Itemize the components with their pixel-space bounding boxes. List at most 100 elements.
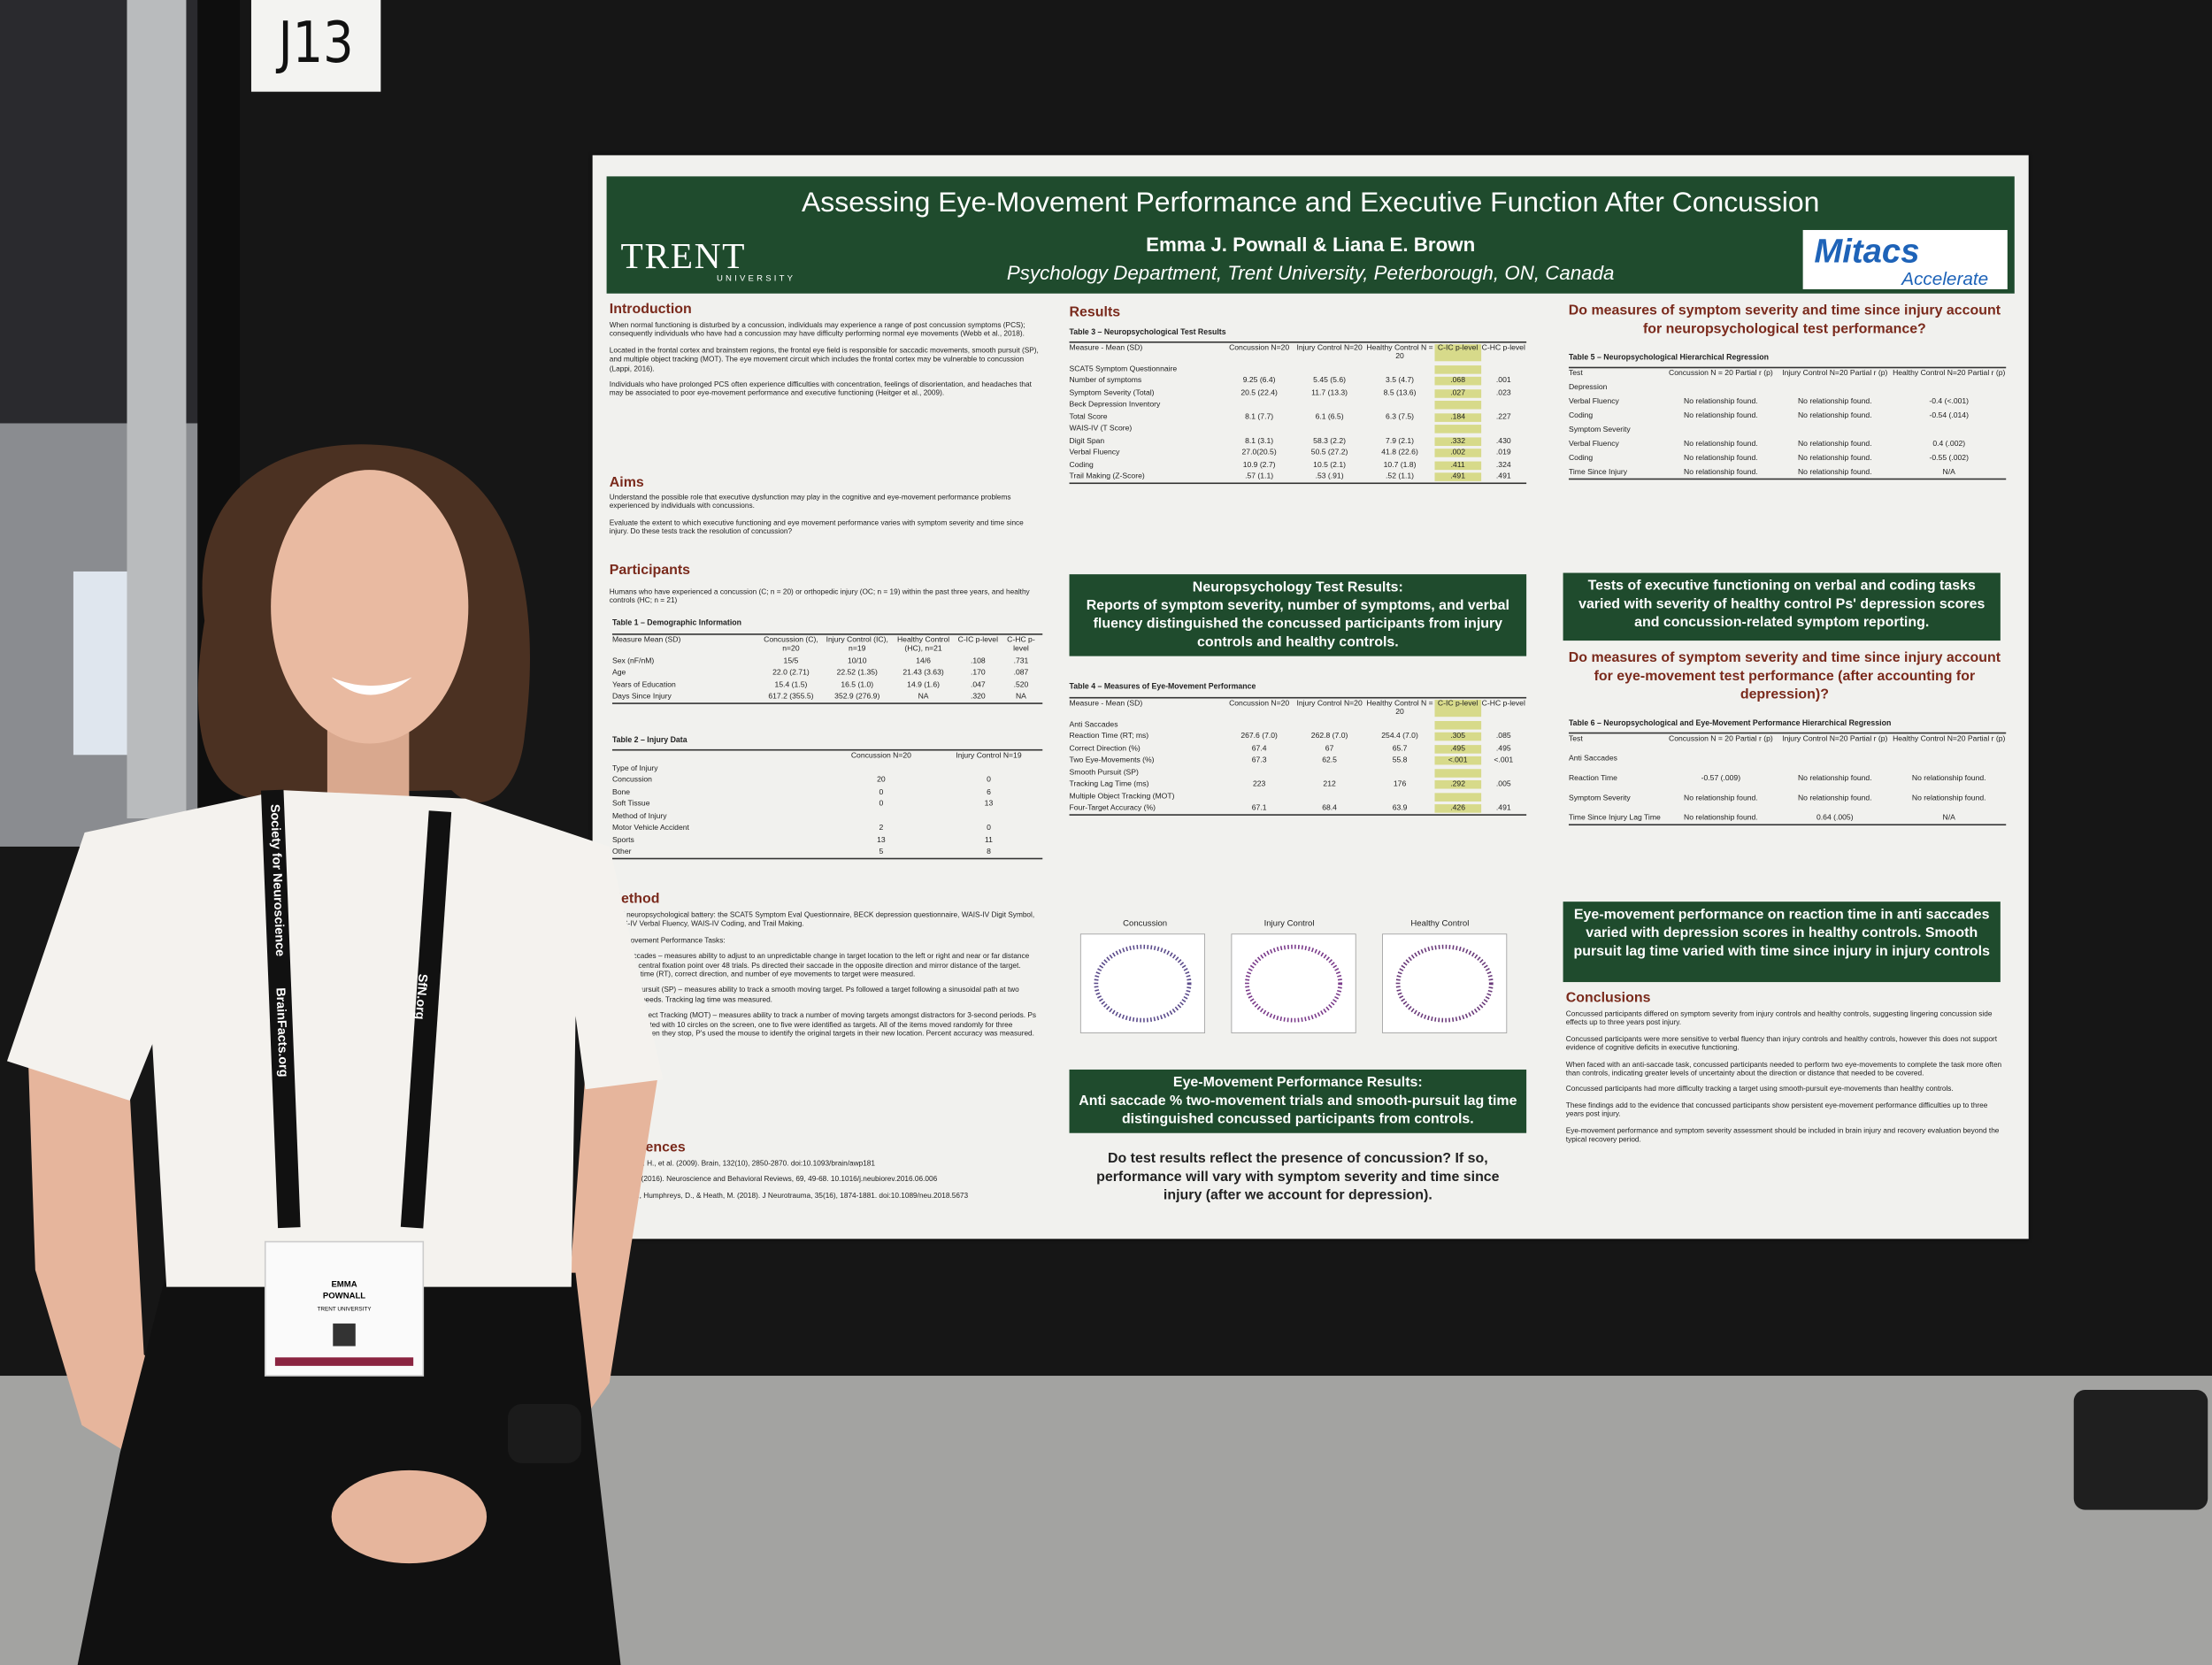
table-cell: 10/10 <box>847 656 867 666</box>
table-cell: 21.43 (3.63) <box>902 668 944 678</box>
paragraph: Multiple Object Tracking (MOT) – measure… <box>609 1011 1036 1039</box>
table-cell: 67.1 <box>1251 804 1267 813</box>
logo-left-sub: UNIVERSITY <box>716 275 796 284</box>
table-header-cell: C-IC p-level <box>1434 700 1481 717</box>
lanyard <box>260 789 301 1229</box>
table-cell: 16.5 (1.0) <box>841 680 874 690</box>
box-title: Eye-Movement Performance Results: <box>1172 1075 1423 1091</box>
table-cell: 11.7 (13.3) <box>1311 388 1348 397</box>
table-cell: Total Score <box>1069 412 1108 422</box>
table-cell: 13 <box>984 800 994 809</box>
table-cell: 27.0(20.5) <box>1241 449 1277 457</box>
table-cell: 254.4 (7.0) <box>1381 732 1418 741</box>
bag <box>2073 1389 2208 1510</box>
table-cell: .002 <box>1434 449 1481 457</box>
table-cell: 262.8 (7.0) <box>1310 732 1348 741</box>
table-cell: 5.45 (5.6) <box>1313 376 1346 386</box>
paragraph: Humans who have experienced a concussion… <box>609 588 1030 606</box>
table-cell: 15.4 (1.5) <box>774 680 808 690</box>
table-cell: 15/5 <box>783 656 799 666</box>
arm <box>27 1058 384 1569</box>
plot-label: Injury Control <box>1263 919 1315 929</box>
question: Do test results reflect the presence of … <box>1096 1151 1500 1204</box>
table-cell: No relationship found. <box>1684 411 1758 421</box>
table-cell: 3.5 (4.7) <box>1386 376 1415 386</box>
table-cell: 11 <box>984 835 993 845</box>
table-title: Table 5 – Neuropsychological Hierarchica… <box>1568 354 1769 363</box>
table-header-cell: Test <box>1568 734 1583 744</box>
table-cell: No relationship found. <box>1797 411 1872 421</box>
table-cell: Sex (nF/nM) <box>611 656 655 666</box>
paragraph: Understand the possible role that execut… <box>609 494 1011 512</box>
table-cell: Coding <box>1069 460 1094 470</box>
table-cell: Correct Direction (%) <box>1069 744 1141 753</box>
table-cell: No relationship found. <box>1684 814 1758 823</box>
table-cell: .170 <box>970 668 986 678</box>
table-spacer <box>1434 364 1481 373</box>
table-cell: Anti Saccades <box>1568 755 1617 763</box>
table-cell: Years of Education <box>611 680 676 690</box>
pillar <box>127 0 187 819</box>
table-cell: Time Since Injury Lag Time <box>1568 814 1661 823</box>
table-cell: 41.8 (22.6) <box>1381 449 1418 457</box>
table-cell: Verbal Fluency <box>1568 397 1619 407</box>
paragraphs: Heitger, M. H., et al. (2009). Brain, 13… <box>610 1160 1040 1208</box>
table-cell: Symptom Severity <box>1568 794 1631 803</box>
table-cell: 6.1 (6.5) <box>1315 412 1344 422</box>
table-cell: Bone <box>611 787 631 797</box>
table-cell: 267.6 (7.0) <box>1240 732 1278 741</box>
poster: Assessing Eye-Movement Performance and E… <box>592 155 2029 1239</box>
table-cell: Multiple Object Tracking (MOT) <box>1069 792 1175 802</box>
paragraph: These findings add to the evidence that … <box>1565 1101 1988 1120</box>
table-cell: Age <box>611 668 626 678</box>
lanyard <box>400 810 452 1229</box>
badge-org: TRENT UNIVERSITY <box>318 1307 373 1313</box>
table-cell: Number of symptoms <box>1069 376 1142 386</box>
result-box: Tests of executive functioning on verbal… <box>1563 572 2001 641</box>
table-cell: .019 <box>1495 449 1511 457</box>
table-cell: .520 <box>1013 680 1029 690</box>
affiliation: Psychology Department, Trent University,… <box>1006 261 1615 284</box>
table-header-cell: Injury Control N=20 <box>1296 344 1363 353</box>
table-header-cell: Injury Control N=19 <box>956 752 1022 761</box>
table-spacer <box>1434 720 1481 729</box>
table-cell: Trail Making (Z-Score) <box>1069 472 1145 481</box>
table-cell: .731 <box>1013 656 1029 666</box>
table-cell: Other <box>611 848 632 857</box>
paragraph: When faced with an anti-saccade task, co… <box>1565 1060 2002 1078</box>
table-header-cell: Injury Control N=20 Partial r (p) <box>1782 369 1888 379</box>
table-cell: 22.52 (1.35) <box>836 668 878 678</box>
table-title: Table 2 – Injury Data <box>611 736 687 746</box>
table-header-cell: Measure - Mean (SD) <box>1069 344 1143 353</box>
table-cell: 14.9 (1.6) <box>907 680 940 690</box>
table-cell: Concussion <box>611 776 652 785</box>
table-cell: Reaction Time (RT; ms) <box>1069 732 1149 741</box>
table-cell: 10.5 (2.1) <box>1313 460 1346 470</box>
table-cell: 352.9 (276.9) <box>834 693 880 702</box>
table-cell: Verbal Fluency <box>1568 440 1619 449</box>
table-cell: 8.5 (13.6) <box>1383 388 1417 397</box>
table-cell: .305 <box>1434 732 1481 741</box>
table-title: Table 4 – Measures of Eye-Movement Perfo… <box>1069 682 1256 692</box>
result-box: Eye-movement performance on reaction tim… <box>1563 902 2001 983</box>
table-cell: Symptom Severity (Total) <box>1069 388 1155 397</box>
table-cell: -0.54 (.014) <box>1929 411 1969 421</box>
table-cell: Motor Vehicle Accident <box>611 824 689 833</box>
table-cell: .023 <box>1495 388 1511 397</box>
table-header-cell: Injury Control (IC), n=19 <box>826 636 888 654</box>
table-cell: 8.1 (7.7) <box>1245 412 1274 422</box>
table-cell: 6 <box>987 787 991 797</box>
heading: Participants <box>609 563 691 579</box>
table-cell: No relationship found. <box>1911 794 1986 803</box>
table-header-cell: Concussion N = 20 Partial r (p) <box>1668 369 1773 379</box>
table-cell: WAIS-IV (T Score) <box>1069 425 1133 434</box>
table-cell: Verbal Fluency <box>1069 449 1120 457</box>
table: Test Concussion N = 20 Partial r (p) Injur… <box>1568 732 2007 826</box>
table-spacer <box>1434 768 1481 778</box>
table-header-cell: C-HC p-level <box>1481 344 1525 353</box>
table-header-cell: Concussion N=20 <box>850 752 911 761</box>
table-cell: No relationship found. <box>1797 440 1872 449</box>
table-cell: <.001 <box>1494 756 1514 765</box>
table-cell: No relationship found. <box>1684 397 1758 407</box>
